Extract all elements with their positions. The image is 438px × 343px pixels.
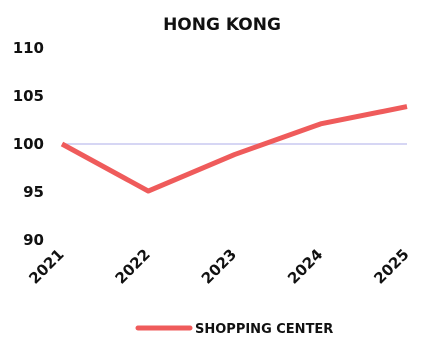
series-line: [62, 107, 407, 191]
x-axis-ticks: 2021 2022 2023 2024 2025: [25, 245, 412, 287]
x-tick-label: 2022: [112, 245, 154, 287]
x-tick-label: 2024: [284, 245, 326, 287]
y-tick-label: 90: [23, 231, 44, 249]
y-tick-label: 110: [13, 39, 44, 57]
legend: SHOPPING CENTER: [138, 322, 333, 337]
series-group: [62, 107, 407, 192]
y-axis-ticks: 90 95 100 105 110: [13, 39, 44, 249]
x-tick-label: 2023: [198, 245, 240, 287]
y-tick-label: 95: [23, 183, 44, 201]
legend-label: SHOPPING CENTER: [195, 322, 333, 337]
x-tick-label: 2021: [25, 245, 67, 287]
y-tick-label: 105: [13, 87, 44, 105]
x-tick-label: 2025: [370, 245, 412, 287]
y-tick-label: 100: [13, 135, 44, 153]
chart-title: HONG KONG: [163, 15, 281, 35]
